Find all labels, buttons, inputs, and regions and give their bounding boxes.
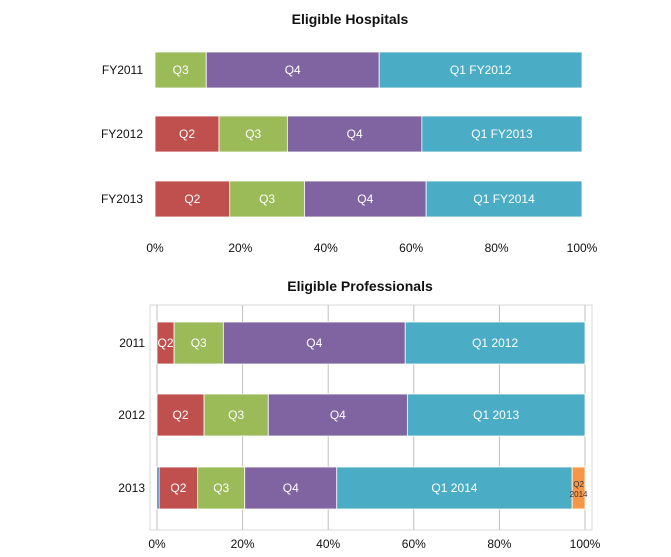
bar-segment	[421, 115, 583, 153]
x-tick-label: 0%	[146, 241, 164, 255]
segment-label: Q1 FY2013	[471, 127, 533, 141]
bar-segment	[267, 393, 408, 437]
bar-segment	[304, 180, 427, 218]
segment-label: Q2	[173, 408, 189, 422]
category-label: 2012	[118, 408, 145, 422]
bar-segment	[336, 466, 573, 510]
bar-segment	[158, 466, 199, 510]
x-tick-label: 0%	[148, 537, 166, 551]
bar-segment	[244, 466, 338, 510]
x-tick-label: 80%	[487, 537, 511, 551]
bar-segment	[286, 115, 423, 153]
segment-label: Q1 FY2014	[473, 192, 535, 206]
x-tick-label: 80%	[485, 241, 509, 255]
segment-label: Q3	[228, 408, 244, 422]
bar-2012: 2012 Q2 Q3 Q4 Q1 2013	[118, 393, 586, 437]
bar-FY2012: FY2012 Q2 Q3 Q4 Q1 FY2013	[101, 115, 583, 153]
x-tick-label: 20%	[228, 241, 252, 255]
bar-segment	[229, 180, 305, 218]
segment-label: Q4	[330, 408, 346, 422]
x-tick-label: 100%	[567, 241, 598, 255]
bar-segment	[173, 321, 224, 365]
category-label: 2011	[119, 336, 145, 350]
bar-segment	[154, 180, 231, 218]
segment-label: Q2	[158, 336, 174, 350]
segment-label: Q4	[357, 192, 373, 206]
bar-segment	[425, 180, 583, 218]
x-tick-label: 60%	[399, 241, 423, 255]
segment-label: Q3	[245, 127, 261, 141]
segment-label: Q1 2012	[472, 336, 518, 350]
segment-label: Q4	[347, 127, 363, 141]
segment-label: Q1 FY2012	[450, 63, 512, 77]
category-label: FY2013	[101, 192, 143, 206]
chart-title: Eligible Professionals	[287, 278, 433, 294]
bar-segment	[205, 51, 380, 89]
segment-label: Q4	[283, 481, 299, 495]
segment-label: Q3	[213, 481, 229, 495]
bar-FY2011: FY2011 Q3 Q4 Q1 FY2012	[102, 51, 583, 89]
x-tick-label: 60%	[402, 537, 426, 551]
bar-segment	[203, 393, 269, 437]
segment-label: Q3	[191, 336, 207, 350]
category-label: FY2012	[101, 127, 143, 141]
segment-label: Q1 2014	[431, 481, 477, 495]
x-tick-label: 20%	[231, 537, 255, 551]
bar-segment	[406, 393, 586, 437]
segment-label: Q3	[259, 192, 275, 206]
bar-FY2013: FY2013 Q2 Q3 Q4 Q1 FY2014	[101, 180, 583, 218]
segment-label: Q2	[179, 127, 195, 141]
bar-segment	[154, 51, 207, 89]
segment-label: Q2	[184, 192, 200, 206]
segment-label: Q1 2013	[473, 408, 519, 422]
segment-label: Q4	[285, 63, 301, 77]
x-tick-label: 100%	[570, 537, 601, 551]
category-label: 2013	[118, 481, 145, 495]
bar-2011: 2011 Q2 Q3 Q4 Q1 2012	[119, 321, 586, 365]
segment-label: Q3	[173, 63, 189, 77]
plot-frame	[149, 304, 593, 531]
segment-label: Q2 2014	[570, 480, 588, 499]
x-tick-label: 40%	[316, 537, 340, 551]
category-label: FY2011	[102, 63, 143, 77]
segment-label: Q2	[170, 481, 186, 495]
x-tick-label: 40%	[314, 241, 338, 255]
bar-segment	[218, 115, 288, 153]
chart-title: Eligible Hospitals	[292, 11, 409, 27]
segment-label: Q4	[306, 336, 322, 350]
bar-segment	[378, 51, 583, 89]
bar-segment	[404, 321, 586, 365]
bar-segment	[571, 466, 586, 510]
bar-segment	[222, 321, 406, 365]
